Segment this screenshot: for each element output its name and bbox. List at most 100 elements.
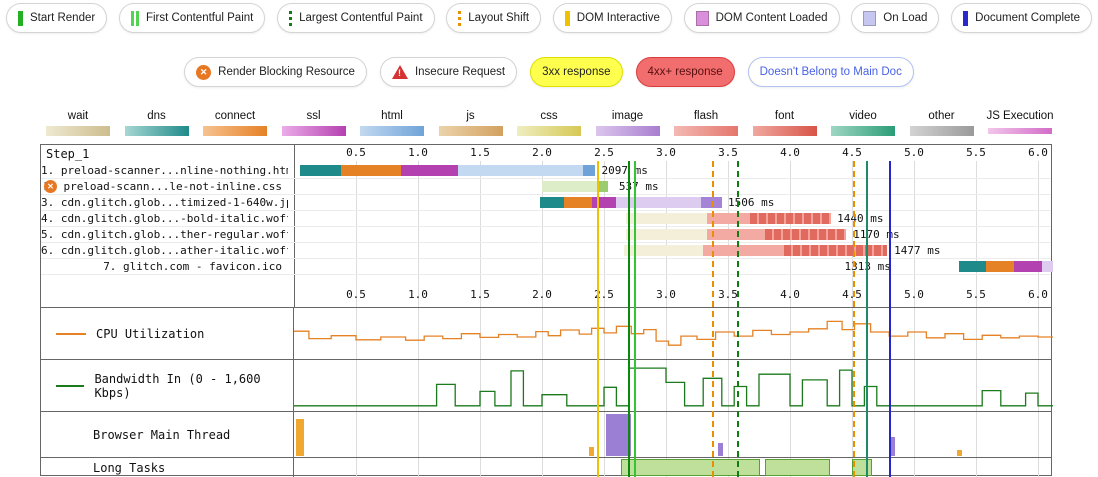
request-bar-segment-css-download (597, 181, 608, 192)
request-row[interactable]: 3. cdn.glitch.glob...timized-1-640w.jpg 1… (41, 195, 1051, 211)
legend-document-complete: Document Complete (951, 3, 1092, 33)
cpu-utilization-section: CPU Utilization (41, 307, 1053, 359)
bandwidth-label: Bandwidth In (0 - 1,600 Kbps) (94, 371, 261, 400)
legend-4xx-response: 4xx+ response (635, 57, 735, 87)
request-time-label: 1313 ms (844, 260, 891, 273)
phase-font-swatch-icon (752, 126, 817, 136)
main-thread-activity-bar (957, 449, 963, 456)
phase-js-execution-swatch-icon (988, 128, 1052, 134)
bandwidth-section: Bandwidth In (0 - 1,600 Kbps) (41, 359, 1053, 411)
phase-ssl-swatch-icon (281, 126, 346, 136)
render-blocking-icon: ✕ (196, 64, 212, 80)
request-row[interactable]: 5. cdn.glitch.glob...ther-regular.woff2 1… (41, 227, 1051, 243)
legend-label: First Contentful Paint (145, 12, 254, 24)
flags-legend: ✕ Render Blocking Resource ! Insecure Reque… (6, 57, 1092, 87)
legend-label: On Load (883, 12, 928, 24)
phase-font: font (749, 110, 821, 136)
request-time-label: 1170 ms (853, 228, 900, 241)
phase-other-swatch-icon (909, 126, 974, 136)
long-tasks-label: Long Tasks (93, 460, 166, 475)
phase-other: other (906, 110, 978, 136)
phase-label: other (928, 110, 955, 122)
phase-js-swatch-icon (438, 126, 503, 136)
time-axis-top: 0.5 1.0 1.5 2.0 2.5 3.0 3.5 4.0 4.5 5.0 5.5 6.0 (41, 145, 1051, 161)
main-thread-activity-bar (589, 446, 595, 456)
long-task-segment (765, 459, 830, 476)
phase-wait-swatch-icon (46, 126, 110, 136)
request-time-label: 1506 ms (728, 196, 775, 209)
axis-tick-label: 3.5 (718, 288, 738, 301)
request-label: 1. preload-scanner...nline-nothing.html (41, 164, 288, 177)
request-bar-segment-connect (564, 197, 592, 208)
axis-tick-label: 4.5 (842, 288, 862, 301)
axis-tick-label: 5.0 (904, 288, 924, 301)
axis-tick-label: 5.5 (966, 288, 986, 301)
phase-label: font (774, 110, 795, 122)
request-bar-segment-html-wait (457, 165, 583, 176)
phase-image: image (592, 110, 664, 136)
legend-label: Layout Shift (468, 12, 530, 24)
legend-dom-interactive: DOM Interactive (552, 3, 672, 33)
phase-label: image (611, 110, 644, 122)
axis-tick-label: 1.5 (470, 288, 490, 301)
main-thread-plot (294, 412, 1053, 457)
phase-flash-swatch-icon (674, 126, 738, 136)
main-thread-label: Browser Main Thread (93, 427, 231, 442)
request-bar-segment-connect (985, 261, 1015, 272)
phase-video: video (827, 110, 899, 136)
request-row[interactable]: 4. cdn.glitch.glob...-bold-italic.woff2 1… (41, 211, 1051, 227)
cpu-line-sample-icon (56, 332, 86, 335)
request-bar-segment-ssl (591, 197, 617, 208)
axis-tick-label: 3.0 (656, 146, 676, 159)
bandwidth-label-cell: Bandwidth In (0 - 1,600 Kbps) (41, 360, 294, 411)
request-bar-segment-image-download (700, 197, 722, 208)
request-bar-segment-html-download (582, 165, 596, 176)
phase-dns: dns (121, 110, 193, 136)
legend-label: Start Render (30, 12, 96, 24)
legend-largest-contentful-paint: Largest Contentful Paint (277, 3, 435, 33)
legend-label: Document Complete (975, 12, 1080, 24)
request-bar-segment-wait (626, 213, 707, 224)
legend-layout-shift: Layout Shift (446, 3, 542, 33)
main-thread-activity-bar (296, 419, 304, 456)
request-bar-segment-image-wait (1041, 261, 1053, 272)
request-bar-segment-wait (626, 229, 707, 240)
axis-tick-label: 4.0 (780, 288, 800, 301)
axis-tick-label: 6.0 (1028, 146, 1048, 159)
request-row[interactable]: 6. cdn.glitch.glob...ather-italic.woff2 1… (41, 243, 1051, 259)
request-label: 7. glitch.com - favicon.ico (103, 260, 282, 273)
dom-interactive-swatch-icon (564, 10, 570, 26)
request-bar-segment-wait (623, 245, 704, 256)
legend-first-contentful-paint: First Contentful Paint (118, 3, 266, 33)
legend-label: Render Blocking Resource (218, 66, 355, 78)
phase-js-execution: JS Execution (984, 110, 1056, 136)
legend-doesn-t-belong-to-main-doc[interactable]: Doesn't Belong to Main Doc (747, 57, 914, 87)
dom-content-loaded-swatch-icon (695, 10, 709, 26)
request-bar-segment-image-wait (616, 197, 701, 208)
request-row[interactable]: ✕ 2. preload-scann...le-not-inline.css 537… (41, 179, 1051, 195)
phase-label: dns (147, 110, 166, 122)
axis-tick-label: 5.0 (904, 146, 924, 159)
axis-tick-label: 3.5 (718, 146, 738, 159)
warning-exclamation: ! (397, 68, 401, 78)
request-bar-segment-font-wait (703, 245, 784, 256)
layout-shift-swatch-icon (458, 10, 462, 26)
request-bar-segment-dns (958, 261, 986, 272)
legend-insecure-request: ! Insecure Request (379, 57, 518, 87)
request-row[interactable]: 1. preload-scanner...nline-nothing.html 2… (41, 163, 1051, 179)
phase-label: JS Execution (986, 110, 1054, 122)
document-complete-swatch-icon (963, 10, 969, 26)
long-tasks-section: Long Tasks (41, 457, 1051, 477)
legend-on-load: On Load (851, 3, 940, 33)
request-bar-segment-font-download (765, 229, 846, 240)
request-row[interactable]: 7. glitch.com - favicon.ico 1313 ms (41, 259, 1053, 275)
metrics-legend: Start Render First Contentful Paint Larges… (6, 3, 1092, 33)
phase-label: video (849, 110, 877, 122)
legend-label: Doesn't Belong to Main Doc (759, 66, 902, 78)
bandwidth-plot (294, 360, 1053, 411)
main-thread-label-cell: Browser Main Thread (41, 412, 294, 457)
request-bar-segment-font-wait (706, 213, 751, 224)
main-thread-activity-bar (889, 437, 896, 456)
long-tasks-label-cell: Long Tasks (41, 458, 294, 477)
request-label: 6. cdn.glitch.glob...ather-italic.woff2 (41, 244, 288, 257)
